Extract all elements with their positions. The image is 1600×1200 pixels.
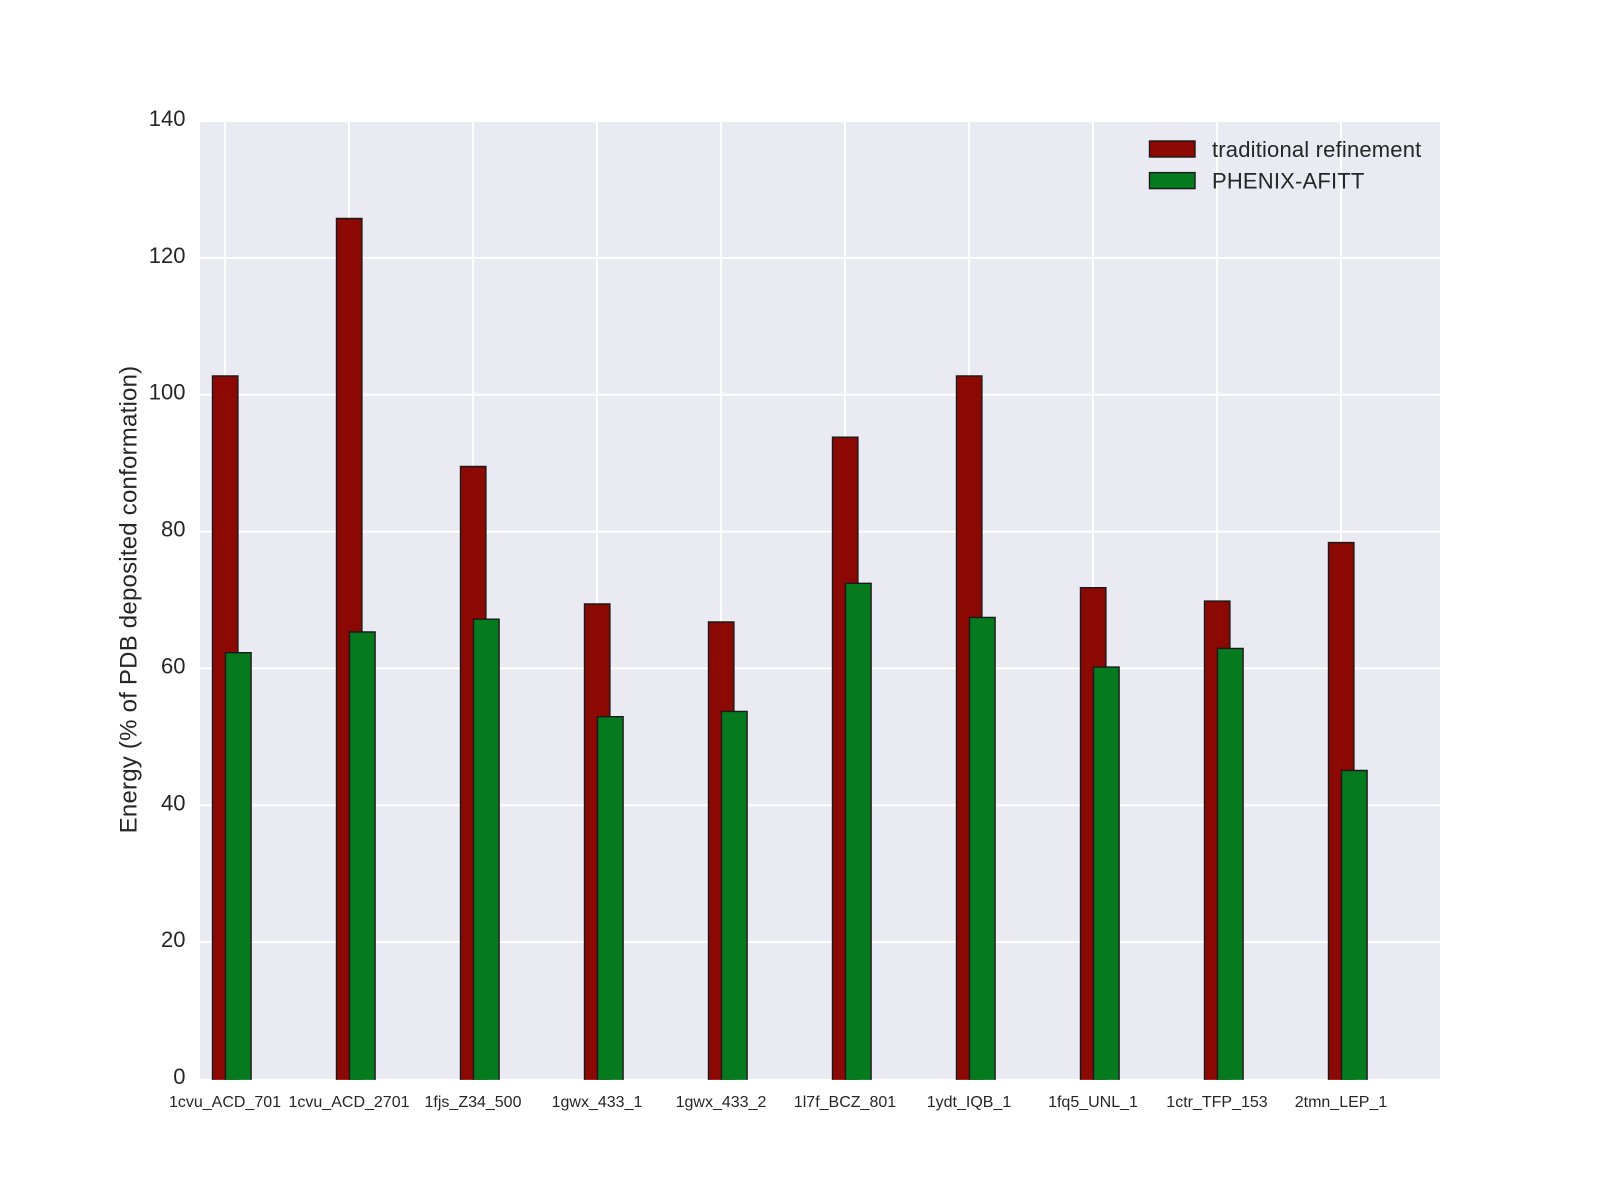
svg-text:Energy (% of PDB deposited con: Energy (% of PDB deposited conformation) xyxy=(116,366,143,834)
svg-text:1ydt_IQB_1: 1ydt_IQB_1 xyxy=(927,1094,1012,1111)
svg-text:traditional refinement: traditional refinement xyxy=(1212,137,1421,162)
svg-text:1gwx_433_1: 1gwx_433_1 xyxy=(552,1094,643,1111)
svg-text:1fq5_UNL_1: 1fq5_UNL_1 xyxy=(1048,1094,1138,1111)
svg-text:120: 120 xyxy=(149,243,186,268)
svg-text:2tmn_LEP_1: 2tmn_LEP_1 xyxy=(1295,1094,1388,1111)
svg-text:1fjs_Z34_500: 1fjs_Z34_500 xyxy=(425,1094,522,1111)
svg-text:0: 0 xyxy=(173,1064,185,1089)
svg-text:40: 40 xyxy=(161,790,185,815)
svg-text:1ctr_TFP_153: 1ctr_TFP_153 xyxy=(1166,1094,1267,1111)
svg-text:1cvu_ACD_2701: 1cvu_ACD_2701 xyxy=(289,1094,410,1111)
svg-text:1l7f_BCZ_801: 1l7f_BCZ_801 xyxy=(794,1094,896,1111)
svg-text:1gwx_433_2: 1gwx_433_2 xyxy=(676,1094,767,1111)
svg-text:20: 20 xyxy=(161,927,185,952)
svg-text:60: 60 xyxy=(161,653,185,678)
svg-text:140: 140 xyxy=(149,106,186,131)
svg-text:PHENIX-AFITT: PHENIX-AFITT xyxy=(1212,169,1365,194)
svg-text:100: 100 xyxy=(149,380,186,405)
svg-text:80: 80 xyxy=(161,517,185,542)
svg-text:1cvu_ACD_701: 1cvu_ACD_701 xyxy=(169,1094,281,1111)
